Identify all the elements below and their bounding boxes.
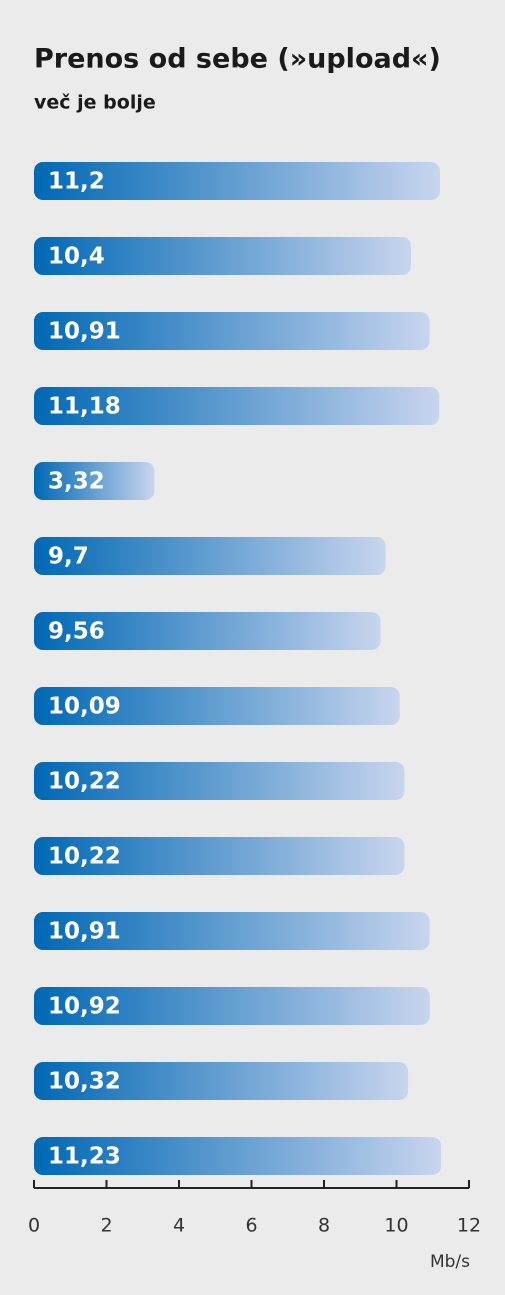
bar [34,162,440,200]
bar [34,762,405,800]
bar [34,1137,442,1175]
bar [34,612,381,650]
bar [34,1062,409,1100]
value-label: 11,23 [48,1144,121,1170]
value-label: 3,32 [48,469,105,495]
value-label: 10,22 [48,844,121,870]
x-tick-label: 0 [28,1215,40,1237]
value-label: 10,91 [48,319,121,345]
value-label: 9,56 [48,619,105,645]
x-axis-label: Mb/s [430,1252,470,1272]
value-label: 10,92 [48,994,121,1020]
x-tick-label: 2 [100,1215,112,1237]
value-label: 10,4 [48,244,105,270]
x-tick-label: 10 [384,1215,408,1237]
x-tick-label: 4 [173,1215,185,1237]
bar [34,537,386,575]
bar [34,837,405,875]
chart-subtitle: več je bolje [34,92,156,114]
value-label: 10,22 [48,769,121,795]
value-label: 9,7 [48,544,89,570]
bar [34,462,155,500]
bar [34,912,430,950]
bar [34,687,400,725]
value-label: 11,2 [48,169,105,195]
value-label: 10,32 [48,1069,121,1095]
chart-title: Prenos od sebe (»upload«) [34,44,441,75]
value-label: 10,09 [48,694,121,720]
x-tick-label: 8 [318,1215,330,1237]
bar [34,237,411,275]
bar [34,387,440,425]
bar [34,312,430,350]
x-tick-label: 12 [457,1215,481,1237]
value-label: 10,91 [48,919,121,945]
value-label: 11,18 [48,394,121,420]
x-tick-label: 6 [245,1215,257,1237]
bar [34,987,430,1025]
